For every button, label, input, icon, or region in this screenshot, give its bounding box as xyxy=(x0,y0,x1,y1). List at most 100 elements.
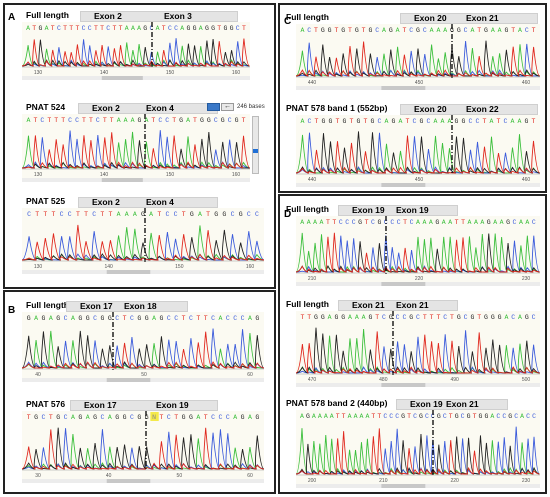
base-call: G xyxy=(255,315,259,322)
base-call: A xyxy=(429,219,433,226)
scrollbar-thumb[interactable] xyxy=(106,270,151,274)
peak-trace-T xyxy=(296,135,540,174)
base-call: T xyxy=(49,414,53,421)
base-call: C xyxy=(461,413,465,420)
ruler-tick-label: 160 xyxy=(232,70,241,76)
scrollbar-thumb[interactable] xyxy=(381,383,426,387)
base-call: A xyxy=(45,25,49,32)
base-call: T xyxy=(242,117,246,124)
base-call: C xyxy=(40,117,44,124)
base-call: A xyxy=(493,219,497,226)
base-call: A xyxy=(362,314,366,321)
ruler-tick-label: 140 xyxy=(100,70,109,76)
base-call: C xyxy=(384,219,388,226)
exon-label: Exon 18 xyxy=(124,301,157,311)
base-call: T xyxy=(84,211,88,218)
base-call: C xyxy=(413,413,417,420)
exon-header-bar xyxy=(396,399,508,410)
base-call: G xyxy=(41,315,45,322)
base-call: C xyxy=(469,118,473,125)
exon-header-bar xyxy=(66,301,188,312)
scrollbar-thumb[interactable] xyxy=(106,479,151,483)
base-call: C xyxy=(226,315,230,322)
base-call: A xyxy=(490,413,494,420)
base-call: T xyxy=(103,117,107,124)
base-call: A xyxy=(144,117,148,124)
base-call: G xyxy=(189,414,193,421)
base-call: C xyxy=(64,414,68,421)
base-call: G xyxy=(230,25,234,32)
scrollbar-thumb[interactable] xyxy=(381,86,426,90)
base-call: T xyxy=(455,219,459,226)
exon-label: Exon 3 xyxy=(164,11,192,21)
base-call: T xyxy=(47,117,51,124)
scrollbar-thumb[interactable] xyxy=(101,76,143,80)
base-call: A xyxy=(125,25,129,32)
base-call: G xyxy=(108,315,112,322)
ruler-tick-label: 140 xyxy=(100,172,109,178)
vertical-zoom-thumb[interactable] xyxy=(253,149,258,153)
base-call: G xyxy=(145,414,149,421)
ruler-tick-label: 160 xyxy=(232,172,241,178)
trace-background xyxy=(22,114,250,182)
base-call: A xyxy=(330,413,334,420)
base-call: T xyxy=(362,27,366,34)
base-call: A xyxy=(396,27,400,34)
base-call: G xyxy=(487,219,491,226)
scrollbar-thumb[interactable] xyxy=(381,484,426,488)
base-call: T xyxy=(406,118,410,125)
base-call: C xyxy=(158,117,162,124)
base-call: A xyxy=(313,219,317,226)
back-arrow-icon[interactable]: ← xyxy=(221,103,234,111)
exon-header-bar xyxy=(400,13,538,24)
base-call: C xyxy=(60,211,64,218)
vertical-zoom-slider[interactable] xyxy=(252,116,259,174)
ruler-tick-label: 130 xyxy=(34,264,43,270)
scrollbar-thumb[interactable] xyxy=(381,282,426,286)
base-call: T xyxy=(314,27,318,34)
base-call: T xyxy=(477,314,481,321)
exon-label: Exon 2 xyxy=(94,11,122,21)
base-call: A xyxy=(498,27,502,34)
base-call: A xyxy=(318,413,322,420)
base-call: G xyxy=(508,413,512,420)
scrollbar-thumb[interactable] xyxy=(381,183,426,187)
base-call: T xyxy=(196,315,200,322)
base-call: C xyxy=(255,211,259,218)
base-call: C xyxy=(526,413,530,420)
base-call: G xyxy=(241,414,245,421)
base-call: C xyxy=(236,25,240,32)
scrollbar-thumb[interactable] xyxy=(101,178,143,182)
base-call: G xyxy=(355,27,359,34)
exon-label: Exon 21 xyxy=(396,300,429,310)
exon-label: Exon 19 xyxy=(396,205,429,215)
ruler-tick-label: 30 xyxy=(35,473,41,479)
base-call: A xyxy=(125,211,129,218)
base-call: T xyxy=(336,118,340,125)
scrollbar-thumb[interactable] xyxy=(106,378,151,382)
base-call: T xyxy=(119,25,123,32)
base-call: G xyxy=(38,25,42,32)
base-call: G xyxy=(143,25,147,32)
exon-label: Exon 17 xyxy=(84,400,117,410)
base-call: G xyxy=(484,27,488,34)
base-call: N xyxy=(152,414,156,421)
base-call: C xyxy=(427,118,431,125)
base-call: G xyxy=(419,413,423,420)
base-call: T xyxy=(52,211,56,218)
ruler-tick-label: 130 xyxy=(34,172,43,178)
base-call: G xyxy=(321,27,325,34)
base-call: T xyxy=(407,413,411,420)
sample-name: Full length xyxy=(26,300,69,310)
ruler-tick-label: 470 xyxy=(308,377,317,383)
base-call: T xyxy=(76,211,80,218)
zoom-in-button[interactable] xyxy=(207,103,220,111)
base-call: T xyxy=(334,27,338,34)
base-call: G xyxy=(341,314,345,321)
base-call: G xyxy=(222,211,226,218)
base-call: A xyxy=(490,118,494,125)
ruler-tick-label: 210 xyxy=(379,478,388,484)
peak-trace-T xyxy=(22,331,264,369)
